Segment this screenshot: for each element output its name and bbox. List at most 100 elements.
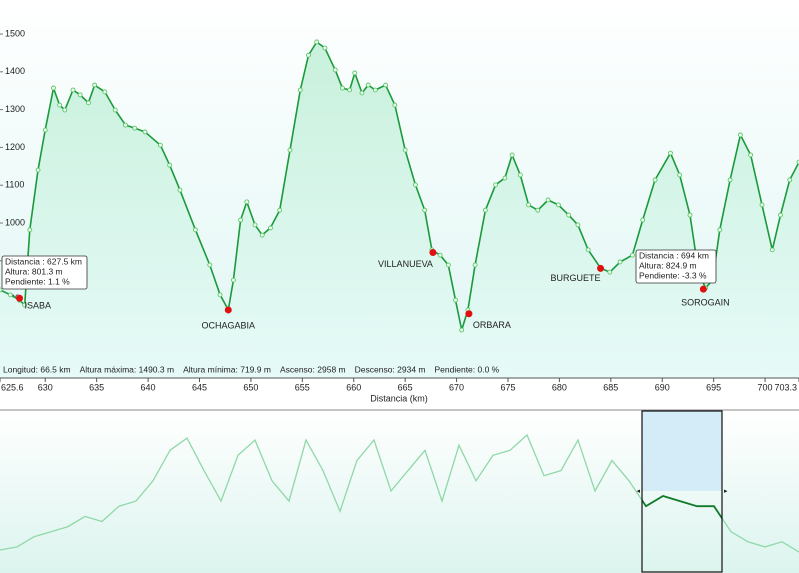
stat: Altura mínima: 719.9 m [183, 364, 271, 374]
profile-point [177, 187, 183, 193]
stat: Altura máxima: 1490.3 m [80, 364, 174, 374]
profile-point [192, 227, 198, 233]
profile-point [607, 269, 613, 275]
profile-point [142, 129, 148, 135]
main-plot: 700800900100011001200130014001500625.663… [0, 28, 799, 392]
profile-point [42, 127, 48, 133]
tooltip-box [1, 255, 88, 290]
y-tick-label: 1400 [5, 66, 25, 76]
profile-point [123, 122, 128, 128]
profile-point [493, 182, 499, 188]
profile-point [112, 107, 118, 113]
y-tick-label: 1000 [5, 217, 25, 227]
overview-line-selected [642, 495, 722, 520]
stat: Longitud: 66.5 km [3, 364, 71, 374]
profile-point [748, 152, 754, 158]
waypoint-label: ORBARA [473, 320, 511, 330]
profile-point [347, 87, 353, 93]
profile-point [287, 147, 293, 153]
profile-point [35, 167, 41, 173]
profile-point [630, 252, 635, 258]
x-tick-label: 690 [655, 382, 670, 392]
selection-highlight [642, 411, 722, 491]
stat: Ascenso: 2958 m [280, 364, 346, 374]
profile-point [167, 162, 173, 168]
x-tick-label: 640 [141, 382, 156, 392]
handle-right[interactable]: ▸ [724, 488, 728, 495]
profile-line [0, 40, 799, 331]
profile-point [717, 227, 723, 233]
profile-point [727, 177, 733, 183]
profile-point [482, 207, 488, 213]
tooltip-line: Altura: 824.9 m [639, 260, 697, 270]
handle-left[interactable]: ◂ [636, 488, 640, 495]
profile-point [555, 202, 561, 208]
x-tick-label: 655 [295, 382, 310, 392]
profile-point [687, 212, 693, 218]
tooltip-line: Distancia : 627.5 km [5, 256, 82, 266]
profile-point [392, 102, 398, 108]
profile-point [238, 217, 244, 223]
x-tick-label: 685 [603, 382, 618, 392]
profile-point [231, 277, 236, 283]
profile-point [244, 199, 250, 205]
profile-point [668, 150, 673, 156]
x-tick-label: 625.6 [1, 382, 24, 392]
profile-point [217, 292, 223, 298]
profile-point [359, 90, 365, 96]
profile-point [677, 172, 683, 178]
profile-point [259, 232, 265, 238]
waypoint [465, 310, 473, 318]
profile-point [402, 147, 408, 153]
profile-point [297, 87, 303, 93]
x-tick-label: 635 [89, 382, 104, 392]
profile-point [365, 82, 371, 88]
waypoint [699, 285, 707, 293]
tooltip-line: Pendiente: -3.3 % [639, 270, 707, 280]
profile-point [277, 207, 283, 213]
profile-point [92, 82, 98, 88]
y-tick-label: 1200 [5, 142, 25, 152]
waypoint [597, 264, 605, 272]
x-tick-label: 695 [706, 382, 721, 392]
profile-point [502, 175, 508, 181]
profile-point [77, 92, 83, 98]
profile-point [372, 87, 378, 93]
profile-point [340, 85, 345, 91]
profile-point [526, 202, 531, 208]
profile-point [86, 100, 91, 106]
profile-point [585, 247, 591, 253]
selection-window[interactable] [641, 410, 723, 573]
profile-point [575, 222, 581, 228]
profile-point [322, 45, 328, 51]
stat: Descenso: 2934 m [355, 364, 426, 374]
profile-point [413, 182, 418, 188]
profile-point [158, 142, 163, 148]
profile-point [652, 177, 658, 183]
profile-point [759, 202, 765, 208]
profile-point [7, 292, 13, 298]
profile-point [383, 82, 389, 88]
profile-point [132, 125, 138, 131]
x-tick-label: 675 [500, 382, 515, 392]
tooltip-line: Altura: 801.3 m [5, 266, 63, 276]
profile-point [617, 259, 623, 265]
profile-point [437, 252, 443, 258]
profile-point [422, 207, 428, 213]
profile-point [332, 67, 338, 73]
profile-point [459, 327, 465, 333]
x-axis-title: Distancia (km) [370, 393, 428, 403]
profile-point [517, 172, 523, 178]
profile-point [737, 132, 743, 138]
x-tick-label: 700 [758, 382, 773, 392]
x-tick-label: 665 [398, 382, 413, 392]
x-tick-label: 630 [38, 382, 53, 392]
waypoint [224, 306, 232, 314]
profile-point [472, 262, 478, 268]
profile-point [268, 225, 273, 231]
profile-point [453, 297, 458, 303]
